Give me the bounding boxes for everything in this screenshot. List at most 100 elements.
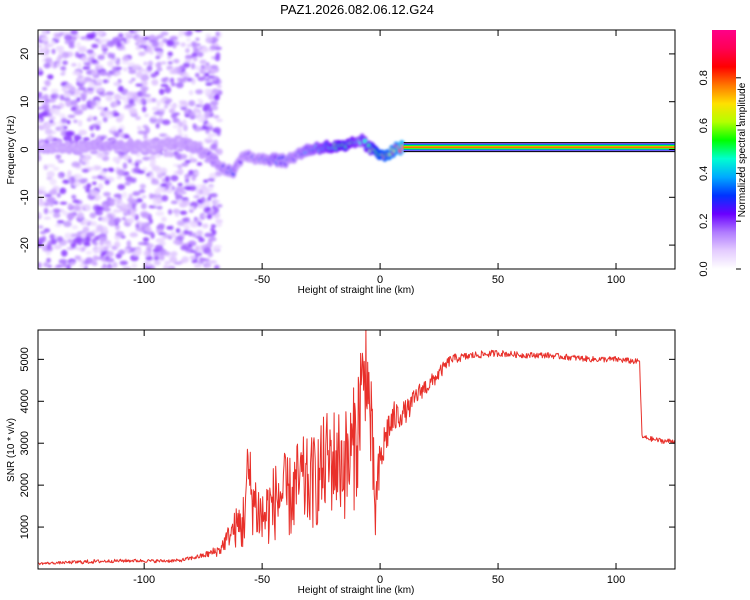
y-tick-label: 1000	[19, 515, 31, 539]
noise-speckle	[56, 236, 64, 243]
noise-speckle	[47, 264, 52, 269]
noise-speckle	[85, 250, 92, 255]
noise-speckle	[47, 196, 56, 203]
noise-speckle	[163, 104, 169, 109]
noise-speckle	[108, 168, 115, 173]
noise-speckle	[166, 39, 175, 47]
noise-speckle	[184, 222, 190, 229]
noise-speckle	[113, 112, 121, 117]
noise-speckle	[177, 164, 183, 169]
noise-speckle	[82, 137, 90, 142]
noise-speckle	[190, 62, 196, 70]
noise-speckle	[157, 172, 163, 179]
noise-speckle	[143, 250, 151, 257]
noise-speckle	[73, 110, 83, 116]
noise-speckle	[131, 77, 136, 82]
noise-speckle	[120, 37, 127, 42]
noise-speckle	[100, 266, 107, 269]
noise-speckle	[46, 257, 51, 263]
noise-speckle	[160, 61, 167, 65]
noise-speckle	[158, 113, 164, 118]
noise-speckle	[89, 221, 94, 225]
noise-speckle	[123, 153, 130, 161]
noise-speckle	[86, 32, 95, 40]
noise-speckle	[52, 166, 60, 171]
noise-speckle	[197, 204, 205, 209]
noise-speckle	[42, 94, 49, 100]
noise-speckle	[179, 79, 187, 83]
noise-speckle	[196, 262, 203, 269]
noise-speckle	[122, 67, 128, 72]
noise-speckle	[42, 98, 51, 104]
noise-speckle	[190, 41, 197, 48]
noise-speckle	[58, 258, 68, 265]
noise-speckle	[172, 43, 177, 49]
noise-speckle	[72, 204, 81, 211]
noise-speckle	[184, 159, 191, 163]
noise-speckle	[132, 94, 138, 101]
noise-speckle	[70, 177, 75, 185]
noise-speckle	[126, 209, 132, 216]
noise-speckle	[195, 89, 204, 95]
x-tick-label: 100	[607, 574, 625, 586]
noise-speckle	[216, 118, 223, 123]
noise-speckle	[174, 213, 180, 218]
colorbar-ticks: 0.0 0.2 0.4 0.6 0.8	[698, 70, 741, 277]
noise-speckle	[135, 115, 141, 121]
noise-speckle	[103, 191, 111, 197]
noise-speckle	[210, 64, 219, 69]
colorbar-tick-label: 0.6	[698, 118, 710, 133]
noise-speckle	[174, 152, 182, 160]
noise-speckle	[124, 104, 134, 108]
noise-speckle	[83, 62, 91, 66]
noise-speckle	[38, 189, 44, 195]
noise-speckle	[177, 168, 184, 176]
noise-speckle	[100, 44, 108, 49]
noise-speckle	[50, 238, 58, 245]
noise-speckle	[109, 198, 116, 202]
noise-speckle	[77, 75, 84, 79]
noise-speckle	[96, 224, 104, 232]
noise-speckle	[151, 40, 159, 48]
noise-speckle	[149, 159, 157, 165]
noise-speckle	[91, 59, 98, 64]
noise-speckle	[139, 183, 146, 190]
noise-speckle	[180, 42, 186, 47]
noise-speckle	[77, 212, 85, 219]
noise-speckle	[191, 52, 198, 58]
noise-speckle	[205, 33, 212, 39]
noise-speckle	[169, 256, 178, 263]
snr-ticks: -100 -50 0 50 100 1000 2000 3000 4000 5000	[19, 330, 675, 586]
noise-speckle	[99, 171, 107, 176]
noise-speckle	[168, 236, 173, 240]
noise-speckle	[48, 210, 54, 215]
noise-speckle	[121, 191, 128, 199]
noise-speckle	[205, 37, 214, 44]
noise-speckle	[56, 220, 65, 224]
noise-speckle	[172, 163, 179, 167]
noise-speckle	[184, 178, 190, 183]
noise-speckle	[62, 60, 68, 66]
noise-speckle	[40, 124, 50, 130]
colorbar-tick-label: 0.8	[698, 70, 710, 85]
noise-speckle	[187, 109, 192, 114]
noise-speckle	[115, 61, 121, 66]
noise-speckle	[113, 209, 120, 213]
noise-speckle	[166, 225, 174, 230]
noise-speckle	[213, 127, 222, 134]
noise-speckle	[99, 240, 105, 246]
noise-speckle	[58, 31, 65, 36]
noise-speckle	[207, 196, 212, 202]
spectrogram-xlabel: Height of straight line (km)	[298, 285, 415, 296]
noise-speckle	[175, 186, 185, 193]
noise-speckle	[212, 245, 220, 252]
noise-speckle	[156, 40, 165, 48]
noise-speckle	[97, 174, 103, 180]
noise-speckle	[72, 199, 80, 204]
noise-speckle	[62, 210, 69, 216]
noise-speckle	[207, 251, 214, 258]
noise-speckle	[67, 238, 74, 244]
noise-speckle	[112, 156, 121, 163]
noise-speckle	[93, 241, 98, 246]
